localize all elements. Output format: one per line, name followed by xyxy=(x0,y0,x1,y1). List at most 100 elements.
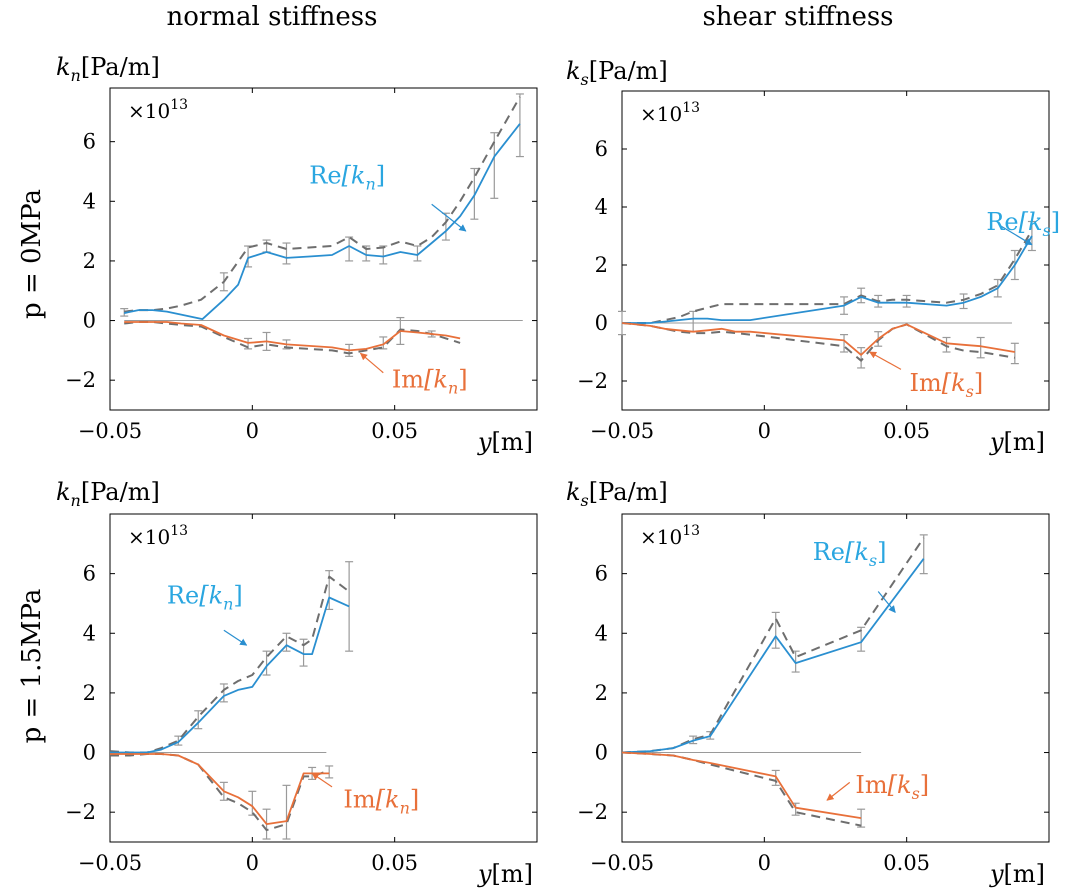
y-tick-label: 4 xyxy=(595,195,608,219)
plot-frame xyxy=(109,87,538,411)
y-tick-label: 4 xyxy=(83,189,96,213)
x-tick-label: 0.05 xyxy=(883,419,930,443)
annotation-operator: Re xyxy=(309,161,341,189)
re-annotation-label: Re[kn] xyxy=(167,581,243,613)
annotation-symbol: [k xyxy=(376,786,400,814)
re-reference-dashed-line xyxy=(124,96,521,313)
y-axis-symbol: k xyxy=(566,478,581,506)
error-bar xyxy=(262,239,271,253)
scale-factor-label: ×1013 xyxy=(640,100,700,126)
scale-factor-label: ×1013 xyxy=(128,523,188,549)
annotation-operator: Re xyxy=(813,538,845,566)
error-bar xyxy=(194,710,203,730)
annotation-bracket: ] xyxy=(877,538,886,566)
annotation-symbol: [k xyxy=(342,161,366,189)
x-tick-label: −0.05 xyxy=(78,419,142,443)
y-tick-label: 6 xyxy=(83,130,96,154)
re-annotation-label: Re[ks] xyxy=(813,538,887,570)
error-bar xyxy=(919,534,928,575)
y-tick-label: 6 xyxy=(595,562,608,586)
y-axis-unit: [Pa/m] xyxy=(589,57,668,85)
error-bar xyxy=(942,336,951,353)
im-annotation-arrow xyxy=(311,772,333,788)
scale-exponent: 13 xyxy=(170,523,188,539)
re-annotation-label: Re[kn] xyxy=(309,161,385,193)
scale-base: ×10 xyxy=(128,99,170,123)
y-axis-subscript: s xyxy=(581,70,589,89)
error-bar xyxy=(299,638,308,667)
y-axis-unit: [Pa/m] xyxy=(81,478,160,506)
re-annotation-arrow xyxy=(223,629,248,646)
y-tick-label: 0 xyxy=(83,309,96,333)
row-label-1-5mpa: p = 1.5MPa xyxy=(17,589,47,744)
error-bar xyxy=(689,310,698,333)
x-tick-label: 0 xyxy=(246,419,259,443)
annotation-operator: Re xyxy=(986,208,1018,236)
im-series-line xyxy=(124,321,461,352)
error-bar xyxy=(325,765,334,779)
x-tick-label: 0 xyxy=(758,419,771,443)
annotation-operator: Im xyxy=(910,369,942,397)
error-bar xyxy=(282,632,291,652)
y-axis-label: ks[Pa/m] xyxy=(566,478,668,510)
re-series-line xyxy=(621,558,925,754)
scale-base: ×10 xyxy=(640,525,682,549)
x-axis-unit: [m] xyxy=(1004,428,1045,456)
error-bar xyxy=(219,683,228,703)
re-series-line xyxy=(622,235,1033,324)
column-title-normal: normal stiffness xyxy=(167,2,378,32)
annotation-operator: Im xyxy=(855,771,887,799)
im-annotation-label: Im[ks] xyxy=(910,369,984,401)
annotation-symbol: [k xyxy=(888,771,912,799)
annotation-subscript: s xyxy=(912,784,920,803)
scale-exponent: 13 xyxy=(682,523,700,539)
y-axis-unit: [Pa/m] xyxy=(81,53,160,81)
error-bar xyxy=(345,236,354,262)
y-tick-label: 2 xyxy=(595,253,608,277)
x-axis-label: y[m] xyxy=(989,428,1045,456)
annotation-subscript: n xyxy=(223,594,233,613)
error-bar xyxy=(248,790,257,816)
im-series-line xyxy=(110,753,330,825)
scale-exponent: 13 xyxy=(170,97,188,113)
y-axis-label: ks[Pa/m] xyxy=(566,57,668,89)
y-axis-subscript: n xyxy=(71,66,81,85)
re-annotation-arrow xyxy=(1000,225,1033,246)
error-bar xyxy=(413,245,422,262)
re-reference-dashed-line xyxy=(109,575,350,754)
annotation-bracket: ] xyxy=(410,786,419,814)
y-axis-subscript: s xyxy=(581,491,589,510)
row-label-0mpa: p = 0MPa xyxy=(17,189,47,319)
y-axis-label: kn[Pa/m] xyxy=(56,478,160,510)
im-series-line xyxy=(621,322,1015,356)
y-axis-label: kn[Pa/m] xyxy=(56,53,160,85)
y-tick-label: 2 xyxy=(83,249,96,273)
re-series-line xyxy=(110,596,350,754)
im-annotation-arrow xyxy=(359,352,384,374)
error-bar xyxy=(857,347,866,369)
y-tick-label: −2 xyxy=(65,800,96,824)
re-reference-dashed-line xyxy=(621,537,925,754)
scale-base: ×10 xyxy=(128,525,170,549)
im-annotation-arrow xyxy=(826,781,851,801)
y-tick-label: 6 xyxy=(83,562,96,586)
im-annotation-label: Im[ks] xyxy=(855,771,929,803)
y-axis-symbol: k xyxy=(566,57,581,85)
error-bar xyxy=(1027,220,1036,252)
plot-frame xyxy=(621,513,1050,843)
y-axis-symbol: k xyxy=(56,478,71,506)
error-bar xyxy=(959,293,968,310)
im-series-line xyxy=(621,751,862,819)
im-reference-dashed-line xyxy=(621,322,1015,362)
annotation-operator: Im xyxy=(392,366,424,394)
error-bar xyxy=(902,294,911,308)
error-bar xyxy=(379,245,388,265)
y-tick-label: 4 xyxy=(83,621,96,645)
plot-frame xyxy=(109,513,538,843)
annotation-bracket: ] xyxy=(974,369,983,397)
scale-factor-label: ×1013 xyxy=(640,523,700,549)
